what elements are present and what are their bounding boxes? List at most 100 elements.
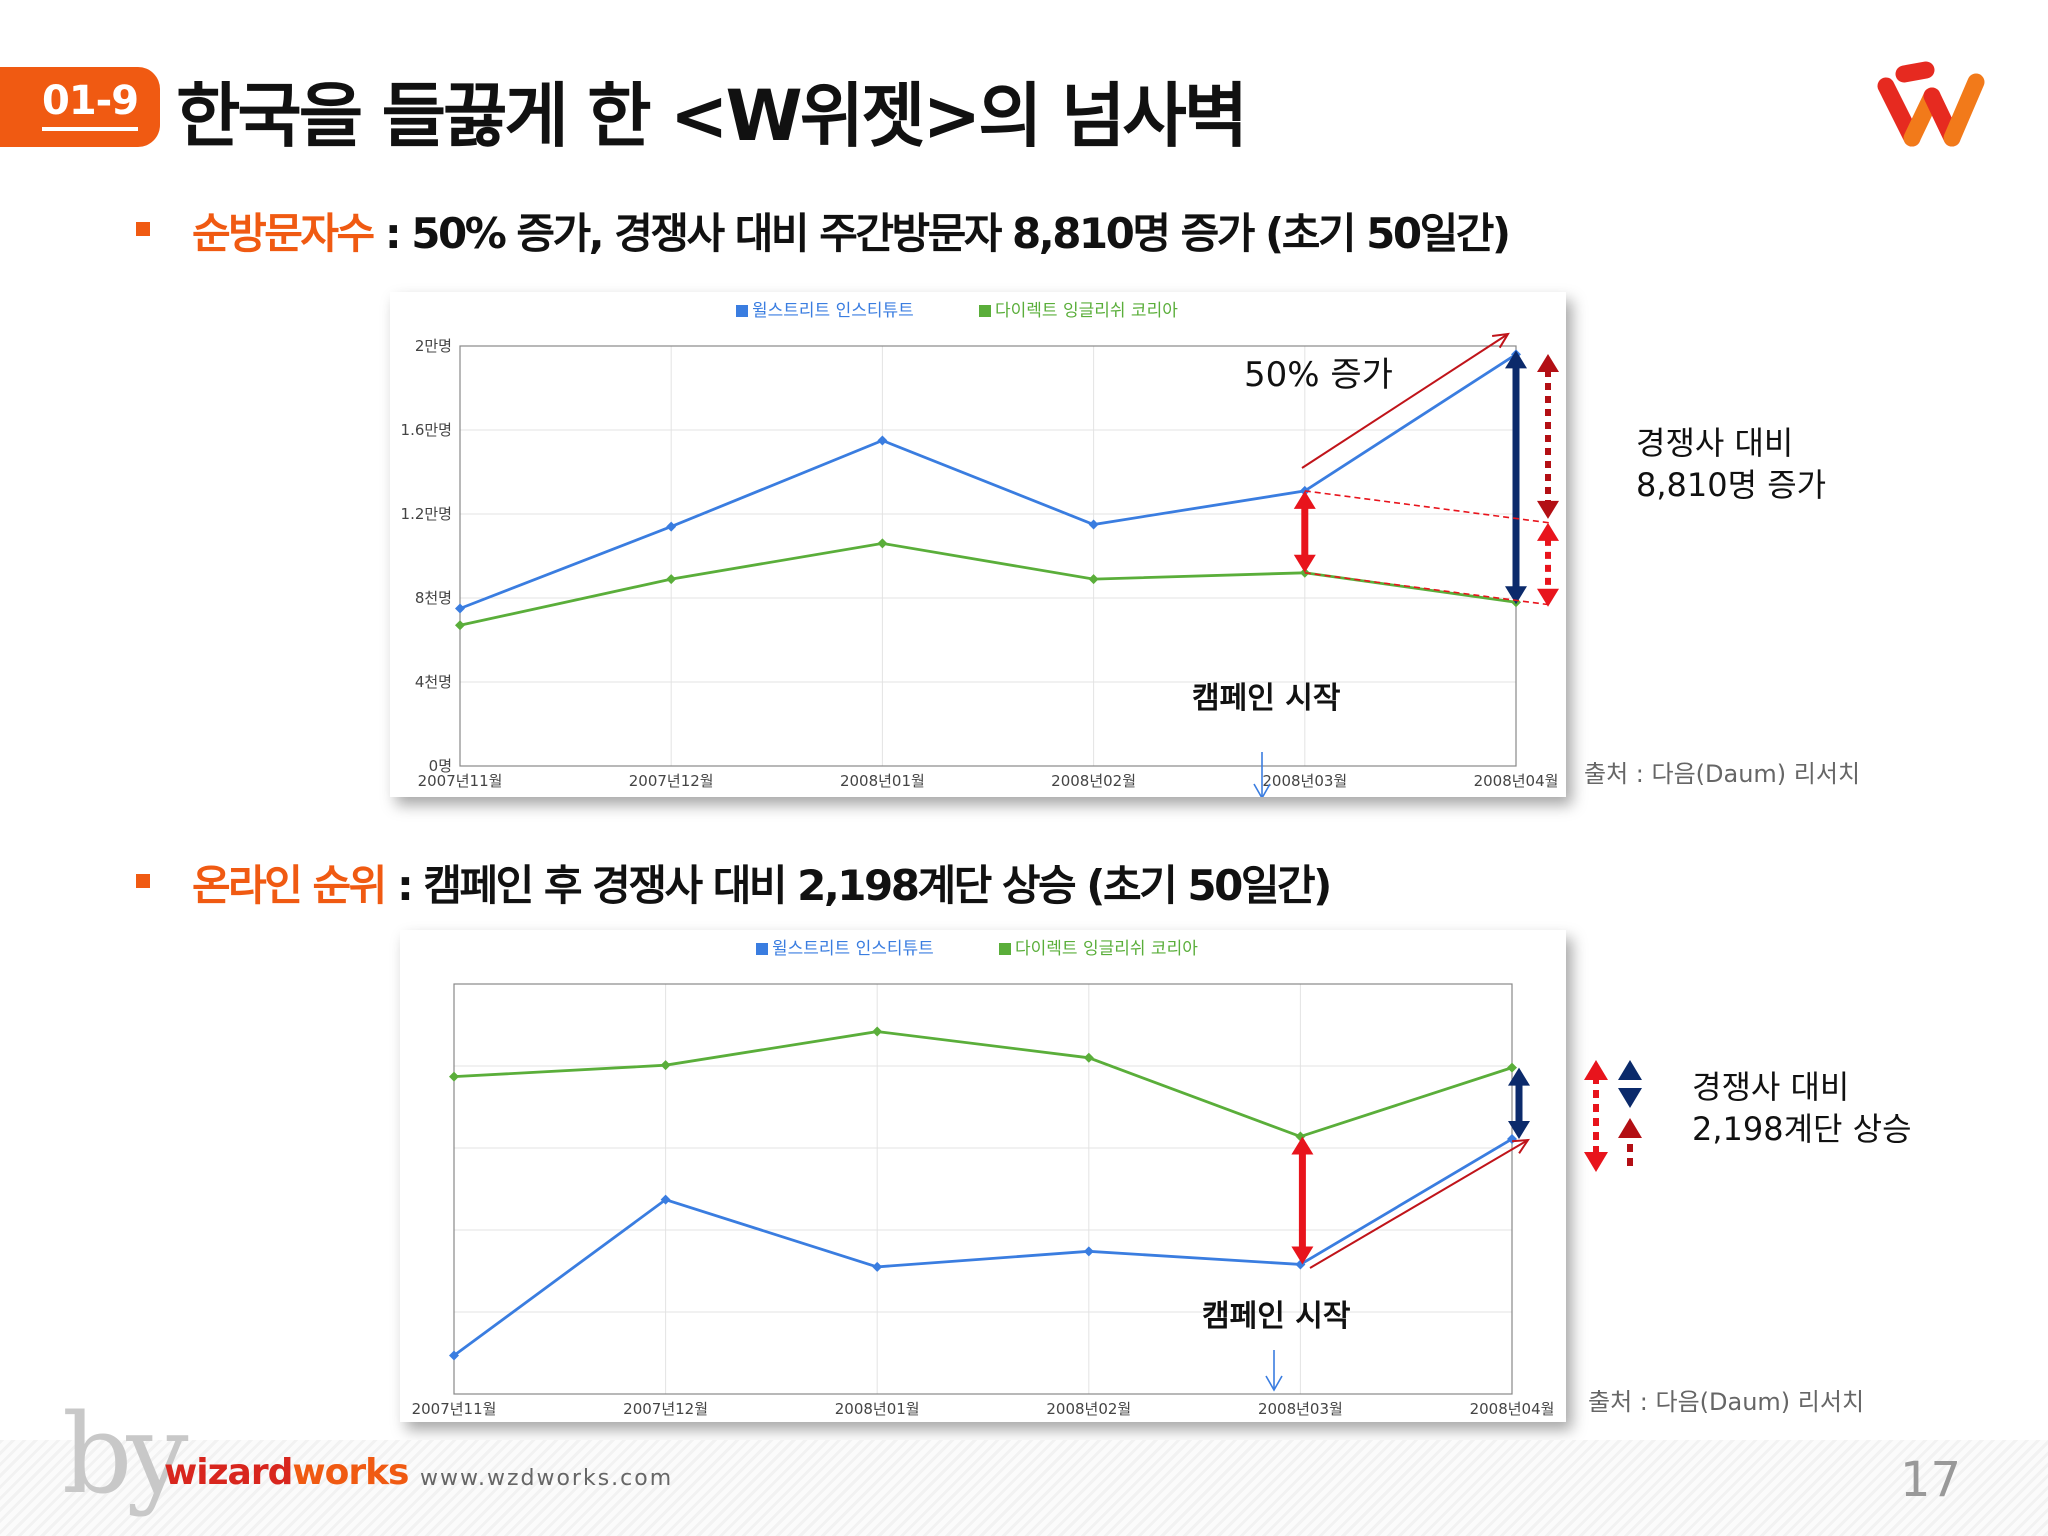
data-point	[660, 1194, 671, 1205]
chart-2-side-note-line-2: 2,198계단 상승	[1692, 1110, 1912, 1148]
x-tick-label: 2008년01월	[840, 772, 925, 790]
brand-part-1: wizard	[164, 1452, 293, 1493]
data-point	[449, 1071, 459, 1082]
chart-2: 2007년11월 2007년12월 2008년01월 2008년02월 2008년03월…	[412, 939, 1555, 1418]
y-tick-label: 2만명	[415, 337, 452, 355]
chart-1-growth-label: 50% 증가	[1244, 355, 1393, 395]
legend-label: 윌스트리트 인스티튜트	[752, 301, 914, 321]
x-tick-label: 2008년01월	[835, 1400, 920, 1418]
x-tick-label: 2008년04월	[1474, 772, 1559, 790]
growth-arrow-head	[1492, 332, 1510, 349]
x-tick-label: 2008년04월	[1470, 1400, 1555, 1418]
plot-frame	[453, 983, 1513, 1395]
rank-gap-arrow-start-head	[1291, 1246, 1314, 1265]
rank-gap-arrow-end-head	[1508, 1120, 1530, 1139]
gap-arrow-start-head	[1293, 490, 1316, 509]
y-tick-label: 0명	[429, 757, 452, 775]
bullet-1	[136, 222, 150, 236]
y-tick-label: 1.2만명	[401, 505, 452, 523]
y-tick-label: 8천명	[415, 589, 452, 607]
data-point	[455, 603, 465, 614]
x-tick-label: 2008년02월	[1051, 772, 1136, 790]
data-point	[872, 1261, 883, 1272]
chart-1-side-note-line-1: 경쟁사 대비	[1636, 424, 1794, 462]
legend-swatch	[756, 943, 768, 955]
data-point	[1088, 519, 1099, 530]
growth-arrow	[1301, 333, 1509, 469]
data-point	[449, 1350, 459, 1361]
gap-arrow-end-head	[1505, 586, 1527, 605]
legend-label: 윌스트리트 인스티튜트	[772, 939, 934, 959]
bullet-2	[136, 874, 150, 888]
chart-2-side-note-line-1: 경쟁사 대비	[1692, 1068, 1850, 1106]
data-point	[660, 1060, 671, 1071]
page-number: 17	[1900, 1452, 1962, 1508]
data-point	[1507, 1062, 1517, 1073]
page-title: 한국을 들끓게 한 <W위젯>의 넘사벽	[176, 75, 1248, 157]
x-tick-label: 2008년03월	[1258, 1400, 1343, 1418]
wizardworks-logo-icon	[1877, 61, 1985, 147]
data-point	[1295, 1131, 1306, 1142]
rank-gap-arrow-start-head	[1291, 1136, 1314, 1155]
x-tick-label: 2007년11월	[418, 772, 503, 790]
series-line	[453, 1030, 1513, 1139]
legend-swatch	[979, 305, 991, 317]
x-tick-label: 2007년12월	[623, 1400, 708, 1418]
data-point	[666, 574, 677, 585]
projection-arrow-head	[1537, 500, 1559, 519]
section-2-heading: 온라인 순위 : 캠페인 후 경쟁사 대비 2,198계단 상승 (초기 50일…	[192, 852, 1332, 913]
y-tick-label: 4천명	[415, 673, 452, 691]
legend-label: 다이렉트 잉글리쉬 코리아	[995, 301, 1178, 321]
projection-arrow-head	[1537, 522, 1559, 541]
rank-gap-arrow-end-head	[1508, 1067, 1530, 1086]
data-point	[1083, 1246, 1094, 1257]
chart-1-panel: 0명 4천명 8천명 1.2만명 1.6만명 2만명 2007년11월 2007년12월 200…	[390, 292, 1566, 797]
chart-1-side-note-line-2: 8,810명 증가	[1636, 466, 1827, 504]
footer-url: www.wzdworks.com	[420, 1466, 674, 1491]
data-point	[666, 521, 677, 532]
projection-arrow-head	[1537, 354, 1559, 372]
rank-rise-arrow	[1309, 1139, 1529, 1269]
legend-label: 다이렉트 잉글리쉬 코리아	[1015, 939, 1198, 959]
chart-1: 0명 4천명 8천명 1.2만명 1.6만명 2만명 2007년11월 2007년12월 200…	[401, 301, 1559, 797]
chart-1-campaign-label: 캠페인 시작	[1192, 681, 1341, 716]
chart-2-source: 출처 : 다음(Daum) 리서치	[1588, 1388, 1865, 1416]
x-tick-label: 2007년11월	[412, 1400, 497, 1418]
data-point	[877, 538, 888, 549]
x-tick-label: 2007년12월	[629, 772, 714, 790]
footer-brand: wizardworks	[164, 1452, 410, 1493]
data-point	[1088, 574, 1099, 585]
data-point	[1295, 1259, 1306, 1270]
projection-line	[1304, 572, 1551, 606]
x-tick-label: 2008년03월	[1262, 772, 1347, 790]
section-number: 01-9	[42, 75, 139, 131]
section-2-text: : 캠페인 후 경쟁사 대비 2,198계단 상승 (초기 50일간)	[384, 861, 1332, 910]
series-line	[459, 353, 1517, 610]
footer-band	[0, 1440, 2048, 1536]
rank-rise-arrow-head	[1511, 1138, 1530, 1154]
series-line	[453, 1137, 1513, 1357]
gap-arrow-start-head	[1293, 554, 1316, 573]
section-1-heading: 순방문자수 : 50% 증가, 경쟁사 대비 주간방문자 8,810명 증가 (…	[192, 200, 1511, 261]
projection-line	[1304, 490, 1551, 524]
chart-2-campaign-label: 캠페인 시작	[1202, 1299, 1351, 1334]
projection-arrow-head	[1537, 588, 1559, 607]
campaign-pointer-head	[1265, 1375, 1283, 1392]
data-point	[877, 435, 888, 446]
brand-part-2: works	[292, 1452, 409, 1493]
series-line	[459, 541, 1517, 627]
chart-2-panel: 2007년11월 2007년12월 2008년01월 2008년02월 2008년03월…	[400, 930, 1566, 1422]
footer-by: by	[62, 1390, 189, 1518]
x-tick-label: 2008년02월	[1046, 1400, 1131, 1418]
legend-swatch	[736, 305, 748, 317]
section-badge: 01-9	[0, 67, 160, 147]
section-2-highlight: 온라인 순위	[192, 861, 387, 910]
data-point	[455, 620, 465, 631]
section-1-text: : 50% 증가, 경쟁사 대비 주간방문자 8,810명 증가 (초기 50일…	[372, 209, 1511, 258]
plot-frame	[459, 345, 1517, 767]
rank-gap-arrows-icon	[1584, 1060, 1642, 1172]
legend-swatch	[999, 943, 1011, 955]
section-1-highlight: 순방문자수	[192, 209, 375, 258]
y-tick-label: 1.6만명	[401, 421, 452, 439]
gap-arrow-end-head	[1505, 350, 1527, 369]
